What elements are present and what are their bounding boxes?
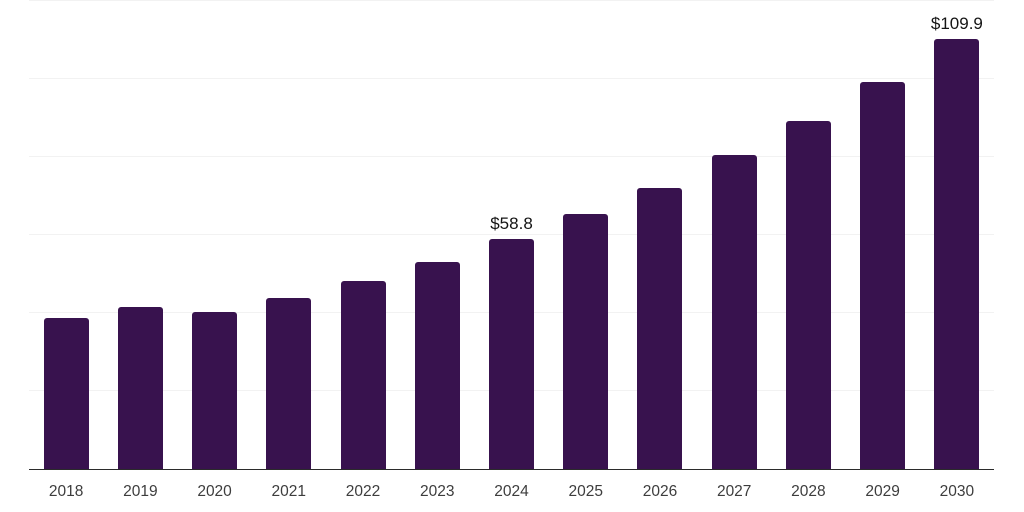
bar-2029 [860, 82, 906, 469]
x-tick-label-2018: 2018 [48, 483, 84, 500]
x-tick-label-2019: 2019 [123, 483, 158, 500]
value-label-2024: $58.8 [490, 213, 533, 233]
bar-2023 [414, 261, 460, 469]
plot-area: $58.8 $109.9 [29, 0, 994, 470]
bar-2018 [43, 317, 89, 469]
bar-2027 [711, 154, 757, 469]
x-tick-label-2025: 2025 [568, 483, 603, 500]
bar-2024 [489, 238, 534, 469]
x-tick-label-2028: 2028 [791, 483, 826, 500]
gridline-60 [29, 234, 994, 236]
x-tick-label-2021: 2021 [271, 483, 307, 500]
gridline-80 [29, 156, 994, 158]
bar-2025 [563, 213, 609, 469]
gridline-100 [29, 78, 994, 80]
x-tick-label-2020: 2020 [197, 483, 232, 500]
bar-2021 [266, 297, 312, 469]
bar-2020 [192, 311, 238, 469]
x-tick-label-2022: 2022 [345, 483, 381, 500]
x-axis-line [29, 468, 994, 470]
bar-2019 [117, 306, 163, 469]
x-tick-label-2023: 2023 [420, 483, 455, 500]
bar-2030 [934, 39, 980, 469]
x-tick-label-2029: 2029 [865, 483, 900, 500]
x-tick-label-2030: 2030 [939, 483, 975, 500]
x-tick-label-2024: 2024 [494, 483, 529, 500]
value-label-2030: $109.9 [930, 14, 983, 34]
bar-2022 [340, 281, 386, 469]
x-tick-label-2027: 2027 [716, 483, 752, 500]
x-tick-label-2026: 2026 [642, 483, 678, 500]
gridline-120 [29, 0, 994, 1]
bar-2028 [785, 120, 831, 469]
bar-2026 [637, 187, 683, 469]
